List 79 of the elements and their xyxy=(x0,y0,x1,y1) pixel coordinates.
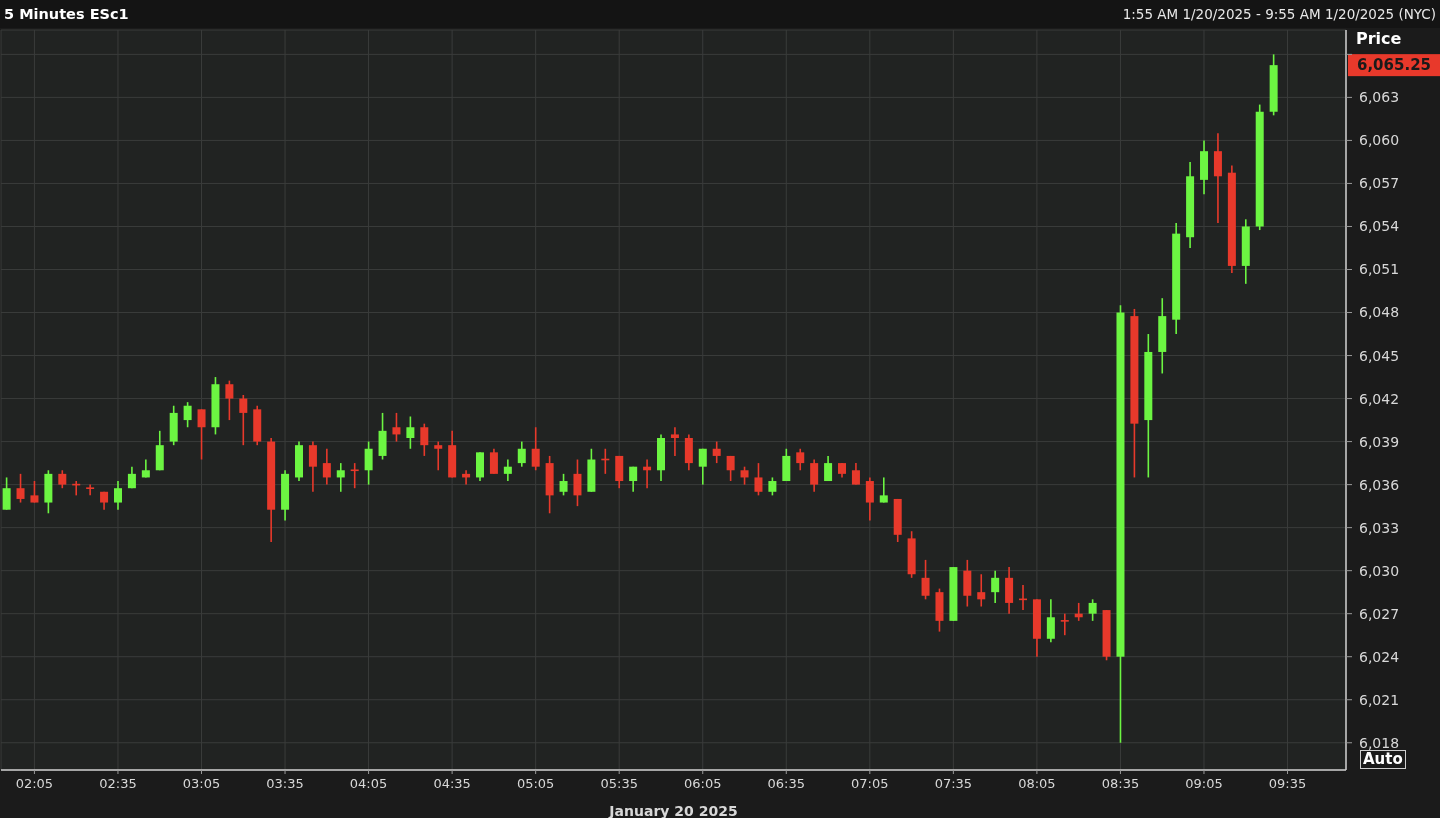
candlestick xyxy=(2,476,11,511)
chart-title: 5 Minutes ESc1 xyxy=(4,6,129,22)
candlestick xyxy=(698,447,707,486)
candlestick xyxy=(851,462,860,486)
candlestick xyxy=(879,476,888,504)
x-tick-label: 09:35 xyxy=(1268,776,1307,792)
y-tick-label: 6,027 xyxy=(1359,605,1400,622)
candlestick xyxy=(114,480,122,511)
candlestick xyxy=(670,426,679,457)
candlestick xyxy=(30,480,39,504)
y-tick-label: 6,054 xyxy=(1359,218,1400,235)
candlestick xyxy=(559,473,568,497)
x-tick-label: 03:05 xyxy=(182,776,221,792)
candlestick xyxy=(1060,612,1069,636)
candlestick xyxy=(420,422,429,457)
y-tick-label: 6,024 xyxy=(1359,648,1400,665)
candlestick xyxy=(1088,598,1097,622)
x-tick-label: 05:35 xyxy=(600,776,638,792)
candlestick xyxy=(392,412,401,443)
candlestick xyxy=(183,401,192,429)
x-tick-label: 09:05 xyxy=(1185,776,1223,792)
candlestick xyxy=(754,462,763,497)
chart-subtitle: 1:55 AM 1/20/2025 - 9:55 AM 1/20/2025 (NYC) xyxy=(1122,6,1436,22)
x-tick-label: 07:05 xyxy=(851,776,889,792)
y-tick-label: 6,060 xyxy=(1359,132,1400,149)
candlestick xyxy=(197,408,206,461)
candlestick xyxy=(991,569,1000,604)
candlestick xyxy=(1046,598,1055,644)
y-tick-label: 6,063 xyxy=(1359,89,1400,106)
button: Auto xyxy=(1360,750,1406,769)
x-tick-label: 02:35 xyxy=(99,776,137,792)
y-tick-label: 6,045 xyxy=(1359,347,1400,364)
candlestick xyxy=(810,458,819,493)
candlestick xyxy=(796,447,805,472)
y-tick-label: 6,039 xyxy=(1359,433,1400,450)
candlestick xyxy=(239,394,248,446)
candlestick xyxy=(977,573,986,608)
y-tick-label: 6,057 xyxy=(1359,175,1400,192)
candlestick xyxy=(16,473,25,504)
y-tick-label: 6,048 xyxy=(1359,304,1400,321)
x-tick-label: 04:35 xyxy=(433,776,471,792)
candlestick xyxy=(225,379,234,421)
candlestick xyxy=(712,440,721,464)
x-tick-label: 04:05 xyxy=(349,776,388,792)
candlestick xyxy=(406,415,415,450)
y-tick-label: 6,051 xyxy=(1359,261,1400,278)
x-tick-label: 05:05 xyxy=(516,776,555,792)
candlestick xyxy=(434,440,443,472)
y-tick-label: 6,033 xyxy=(1359,519,1400,536)
x-tick-label: 02:05 xyxy=(15,776,54,792)
candlestick xyxy=(364,440,373,486)
y-tick-label: 6,042 xyxy=(1359,390,1400,407)
candlestick xyxy=(726,455,735,482)
x-tick-label: 08:35 xyxy=(1101,776,1140,792)
x-tick-label: 07:35 xyxy=(934,776,973,792)
candlestick xyxy=(824,455,833,482)
x-tick-label: 03:35 xyxy=(266,776,304,792)
candlestick xyxy=(517,440,526,468)
y-tick-label: 6,030 xyxy=(1359,562,1400,579)
y-tick-label: 6,018 xyxy=(1359,734,1400,751)
candlestick xyxy=(86,483,95,497)
candlestick xyxy=(531,426,540,472)
y-tick-label: 6,021 xyxy=(1359,691,1400,708)
candlestick xyxy=(350,462,359,489)
text: 6,065.25 xyxy=(1356,56,1432,75)
candlestick xyxy=(865,476,874,522)
x-tick-label: 08:05 xyxy=(1018,776,1056,792)
candlestick xyxy=(322,447,331,486)
y-axis-title: Price xyxy=(1356,29,1402,48)
candlestick xyxy=(573,458,582,507)
x-tick-label: 06:05 xyxy=(684,776,722,792)
y-tick-label: 6,036 xyxy=(1359,476,1400,493)
candlestick xyxy=(629,465,638,493)
candlestick xyxy=(489,447,498,475)
candlestick xyxy=(308,440,317,493)
candlestick xyxy=(503,458,512,482)
x-tick-label: 06:35 xyxy=(767,776,806,792)
candlestick xyxy=(336,462,345,493)
candlestick xyxy=(921,559,930,601)
